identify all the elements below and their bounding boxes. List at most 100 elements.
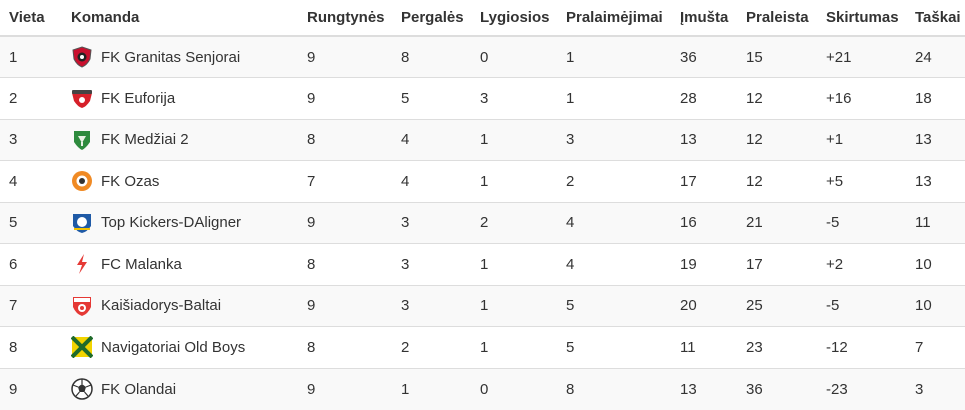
goals-for-cell: 16 bbox=[671, 201, 737, 244]
col-header-points[interactable]: Taškai bbox=[906, 0, 965, 37]
played-cell: 9 bbox=[298, 367, 392, 410]
draw-cell: 1 bbox=[471, 118, 557, 161]
goal-diff-cell: +5 bbox=[817, 160, 906, 202]
won-cell: 1 bbox=[392, 367, 471, 410]
draw-cell: 1 bbox=[471, 284, 557, 327]
table-row: 9 FK Olandai 9 1 0 8 13 36 -23 3 bbox=[0, 367, 965, 410]
draw-cell: 2 bbox=[471, 201, 557, 244]
kaisiadorys-crest-icon bbox=[71, 295, 93, 317]
team-cell: FC Malanka bbox=[62, 243, 298, 285]
team-link[interactable]: FK Granitas Senjorai bbox=[71, 46, 298, 68]
played-cell: 8 bbox=[298, 243, 392, 285]
col-header-won[interactable]: Pergalės bbox=[392, 0, 471, 37]
goal-diff-cell: +1 bbox=[817, 118, 906, 161]
euforija-crest-icon bbox=[71, 87, 93, 109]
won-cell: 3 bbox=[392, 284, 471, 327]
goal-diff-cell: -5 bbox=[817, 284, 906, 327]
team-link[interactable]: FK Ozas bbox=[71, 170, 298, 192]
table-row: 7 Kaišiadorys-Baltai 9 3 1 5 20 25 -5 10 bbox=[0, 284, 965, 327]
team-cell: FK Euforija bbox=[62, 77, 298, 119]
lost-cell: 1 bbox=[557, 35, 671, 78]
won-cell: 4 bbox=[392, 160, 471, 202]
col-header-played[interactable]: Rungtynės bbox=[298, 0, 392, 37]
played-cell: 9 bbox=[298, 201, 392, 244]
won-cell: 8 bbox=[392, 35, 471, 78]
goal-diff-cell: -12 bbox=[817, 326, 906, 368]
lost-cell: 8 bbox=[557, 367, 671, 410]
team-name: Kaišiadorys-Baltai bbox=[101, 297, 222, 315]
col-header-team[interactable]: Komanda bbox=[62, 0, 298, 37]
team-link[interactable]: Top Kickers-DAligner bbox=[71, 212, 298, 234]
position-cell: 8 bbox=[0, 326, 62, 368]
lost-cell: 2 bbox=[557, 160, 671, 202]
team-cell: Top Kickers-DAligner bbox=[62, 201, 298, 244]
team-cell: FK Ozas bbox=[62, 160, 298, 202]
team-name: FK Euforija bbox=[101, 89, 176, 107]
team-link[interactable]: FK Euforija bbox=[71, 87, 298, 109]
team-link[interactable]: Kaišiadorys-Baltai bbox=[71, 295, 298, 317]
position-cell: 9 bbox=[0, 367, 62, 410]
points-cell: 10 bbox=[906, 243, 965, 285]
team-link[interactable]: Navigatoriai Old Boys bbox=[71, 336, 298, 359]
team-name: FK Medžiai 2 bbox=[101, 131, 189, 149]
goals-for-cell: 17 bbox=[671, 160, 737, 202]
draw-cell: 3 bbox=[471, 77, 557, 119]
played-cell: 8 bbox=[298, 118, 392, 161]
position-cell: 2 bbox=[0, 77, 62, 119]
lost-cell: 3 bbox=[557, 118, 671, 161]
col-header-goals-against[interactable]: Praleista bbox=[737, 0, 817, 37]
table-row: 3 FK Medžiai 2 8 4 1 3 13 12 +1 13 bbox=[0, 118, 965, 161]
goals-against-cell: 15 bbox=[737, 35, 817, 78]
team-name: FC Malanka bbox=[101, 255, 182, 273]
position-cell: 5 bbox=[0, 201, 62, 244]
team-name: FK Granitas Senjorai bbox=[101, 48, 241, 66]
goals-against-cell: 12 bbox=[737, 77, 817, 119]
granitas-crest-icon bbox=[71, 46, 93, 68]
col-header-draw[interactable]: Lygiosios bbox=[471, 0, 557, 37]
points-cell: 11 bbox=[906, 201, 965, 244]
points-cell: 13 bbox=[906, 160, 965, 202]
medziai-crest-icon bbox=[71, 129, 93, 151]
goals-for-cell: 36 bbox=[671, 35, 737, 78]
header-row: Vieta Komanda Rungtynės Pergalės Lygiosi… bbox=[0, 0, 965, 37]
goal-diff-cell: +21 bbox=[817, 35, 906, 78]
lost-cell: 4 bbox=[557, 243, 671, 285]
draw-cell: 1 bbox=[471, 243, 557, 285]
goals-for-cell: 11 bbox=[671, 326, 737, 368]
team-name: Navigatoriai Old Boys bbox=[101, 338, 246, 356]
goals-for-cell: 13 bbox=[671, 367, 737, 410]
col-header-position[interactable]: Vieta bbox=[0, 0, 62, 37]
table-row: 6 FC Malanka 8 3 1 4 19 17 +2 10 bbox=[0, 243, 965, 285]
table-row: 8 Navigatoriai Old Boys 8 2 1 5 11 23 -12 7 bbox=[0, 326, 965, 368]
points-cell: 18 bbox=[906, 77, 965, 119]
team-name: Top Kickers-DAligner bbox=[101, 214, 242, 232]
won-cell: 3 bbox=[392, 201, 471, 244]
malanka-lightning-icon bbox=[71, 253, 93, 275]
col-header-goal-diff[interactable]: Skirtumas bbox=[817, 0, 906, 37]
lost-cell: 4 bbox=[557, 201, 671, 244]
played-cell: 9 bbox=[298, 77, 392, 119]
team-cell: Kaišiadorys-Baltai bbox=[62, 284, 298, 327]
col-header-lost[interactable]: Pralaimėjimai bbox=[557, 0, 671, 37]
goals-against-cell: 36 bbox=[737, 367, 817, 410]
team-cell: Navigatoriai Old Boys bbox=[62, 326, 298, 368]
team-link[interactable]: FK Olandai bbox=[71, 378, 298, 400]
goals-against-cell: 12 bbox=[737, 118, 817, 161]
position-cell: 7 bbox=[0, 284, 62, 327]
team-link[interactable]: FK Medžiai 2 bbox=[71, 129, 298, 151]
goals-for-cell: 19 bbox=[671, 243, 737, 285]
position-cell: 3 bbox=[0, 118, 62, 161]
ozas-crest-icon bbox=[71, 170, 93, 192]
navigatoriai-crest-icon bbox=[71, 336, 93, 359]
goals-for-cell: 20 bbox=[671, 284, 737, 327]
draw-cell: 0 bbox=[471, 367, 557, 410]
position-cell: 4 bbox=[0, 160, 62, 202]
won-cell: 2 bbox=[392, 326, 471, 368]
won-cell: 3 bbox=[392, 243, 471, 285]
goals-for-cell: 13 bbox=[671, 118, 737, 161]
team-cell: FK Olandai bbox=[62, 367, 298, 410]
goals-against-cell: 12 bbox=[737, 160, 817, 202]
col-header-goals-for[interactable]: Įmušta bbox=[671, 0, 737, 37]
draw-cell: 1 bbox=[471, 326, 557, 368]
team-link[interactable]: FC Malanka bbox=[71, 253, 298, 275]
